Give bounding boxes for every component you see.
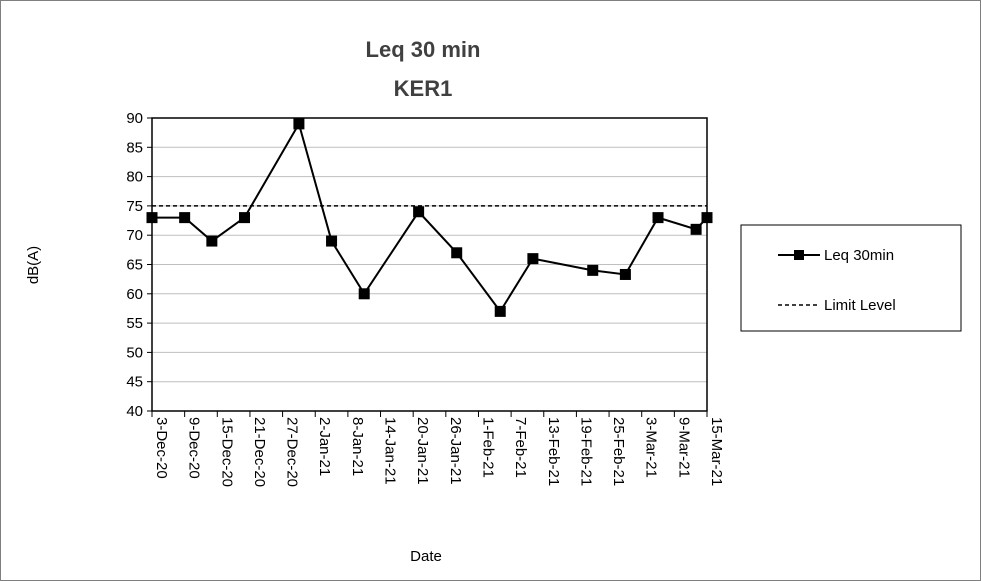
y-tick-label: 60 — [126, 286, 143, 303]
grid-lines — [152, 146, 707, 383]
x-tick-label: 9-Mar-21 — [675, 417, 692, 478]
data-point — [619, 268, 631, 280]
data-point — [146, 212, 158, 224]
data-point — [652, 212, 664, 224]
y-tick-label: 85 — [126, 139, 143, 156]
x-tick-label: 19-Feb-21 — [577, 417, 594, 486]
x-axis-label: Date — [410, 548, 442, 565]
chart-subtitle: KER1 — [394, 76, 453, 101]
data-point — [326, 235, 338, 247]
y-tick-label: 40 — [126, 403, 143, 420]
data-point — [494, 305, 506, 317]
data-point — [293, 118, 305, 130]
x-tick-label: 27-Dec-20 — [284, 417, 301, 487]
y-tick-label: 65 — [126, 257, 143, 274]
y-tick-label: 90 — [126, 110, 143, 127]
y-tick-label: 55 — [126, 315, 143, 332]
y-tick-label: 45 — [126, 374, 143, 391]
x-tick-label: 13-Feb-21 — [545, 417, 562, 486]
x-tick-label: 20-Jan-21 — [414, 417, 431, 485]
y-axis-label: dB(A) — [25, 246, 42, 284]
x-tick-label: 21-Dec-20 — [251, 417, 268, 487]
y-tick-label: 50 — [126, 344, 143, 361]
data-point — [358, 288, 370, 300]
data-point — [451, 247, 463, 259]
y-axis-ticks: 40 45 50 55 60 65 70 75 80 85 90 — [126, 110, 152, 420]
data-point — [587, 264, 599, 276]
x-tick-label: 7-Feb-21 — [512, 417, 529, 478]
x-tick-label: 3-Mar-21 — [643, 417, 660, 478]
x-tick-label: 25-Feb-21 — [610, 417, 627, 486]
x-tick-label: 15-Mar-21 — [708, 417, 725, 486]
y-tick-label: 75 — [126, 198, 143, 215]
data-point — [690, 223, 702, 235]
data-point — [206, 235, 218, 247]
x-tick-label: 26-Jan-21 — [447, 417, 464, 485]
data-point — [413, 206, 425, 218]
x-tick-label: 8-Jan-21 — [349, 417, 366, 476]
chart-title: Leq 30 min — [366, 37, 481, 62]
data-point — [527, 253, 539, 265]
data-point — [701, 212, 713, 224]
legend-label-leq: Leq 30min — [824, 247, 894, 264]
y-tick-label: 70 — [126, 227, 143, 244]
data-point — [239, 212, 250, 224]
legend-label-limit: Limit Level — [824, 297, 896, 314]
data-point — [179, 212, 191, 224]
series-layer — [146, 118, 713, 317]
legend: Leq 30min Limit Level — [740, 224, 962, 332]
x-tick-label: 15-Dec-20 — [218, 417, 235, 487]
x-tick-label: 3-Dec-20 — [153, 417, 170, 479]
x-tick-label: 1-Feb-21 — [479, 417, 496, 478]
legend-box — [740, 224, 962, 332]
legend-marker-leq — [794, 250, 804, 260]
x-tick-label: 9-Dec-20 — [186, 417, 203, 479]
x-tick-label: 14-Jan-21 — [382, 417, 399, 485]
y-tick-label: 80 — [126, 169, 143, 186]
x-tick-label: 2-Jan-21 — [316, 417, 333, 476]
series-line-leq-30min — [152, 121, 708, 314]
x-axis-ticks: 3-Dec-20 9-Dec-20 15-Dec-20 21-Dec-20 27-Dec… — [151, 411, 725, 487]
